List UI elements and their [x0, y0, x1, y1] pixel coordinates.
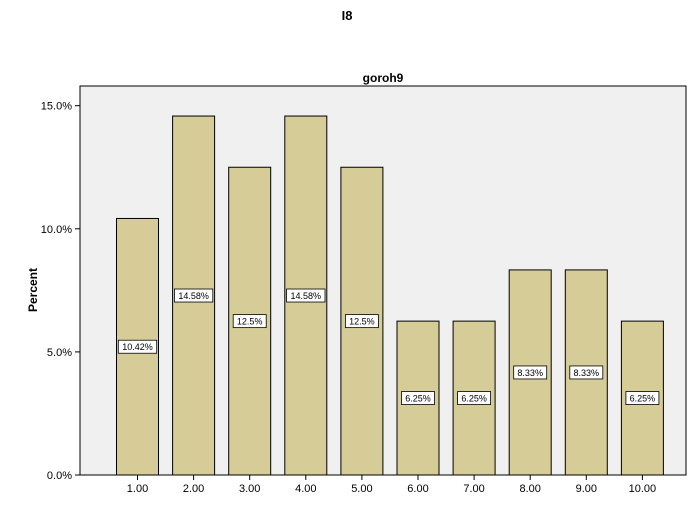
y-tick-label: 5.0% [47, 347, 72, 359]
x-axis-ticks: 1.00 2.00 3.00 4.00 5.00 6.00 7.00 8.00 9.00 10.0… [127, 475, 656, 495]
data-label: 14.58% [178, 291, 209, 301]
page-title: I8 [342, 8, 353, 23]
x-tick-label: 5.00 [351, 483, 372, 495]
x-tick-label: 10.00 [629, 483, 657, 495]
x-tick-label: 6.00 [407, 483, 428, 495]
data-label: 8.33% [517, 368, 543, 378]
x-tick-label: 2.00 [183, 483, 204, 495]
y-tick-label: 15.0% [41, 101, 72, 113]
x-tick-label: 9.00 [576, 483, 597, 495]
y-axis-ticks: 0.0% 5.0% 10.0% 15.0% [41, 101, 80, 482]
chart-title: goroh9 [363, 71, 404, 85]
data-label: 8.33% [574, 368, 600, 378]
x-tick-label: 8.00 [519, 483, 540, 495]
y-axis-label: Percent [26, 268, 40, 312]
x-tick-label: 4.00 [295, 483, 316, 495]
data-label: 6.25% [405, 394, 431, 404]
data-label: 6.25% [461, 394, 487, 404]
data-label: 12.5% [349, 317, 375, 327]
data-label: 6.25% [630, 394, 656, 404]
x-tick-label: 3.00 [239, 483, 260, 495]
x-tick-label: 1.00 [127, 483, 148, 495]
y-tick-label: 0.0% [47, 470, 72, 482]
data-label: 12.5% [237, 317, 263, 327]
data-label: 14.58% [291, 291, 322, 301]
x-tick-label: 7.00 [463, 483, 484, 495]
data-label: 10.42% [122, 342, 153, 352]
y-tick-label: 10.0% [41, 224, 72, 236]
